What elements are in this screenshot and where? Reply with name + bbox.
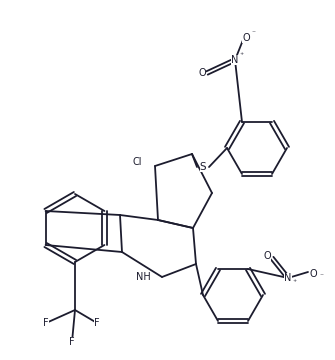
Text: F: F [69,337,75,347]
Text: O: O [309,269,317,279]
Text: O: O [263,251,271,261]
Text: F: F [43,318,49,328]
Text: ⁻: ⁻ [251,28,255,37]
Text: N: N [284,273,292,283]
Text: O: O [242,33,250,43]
Text: S: S [200,162,206,172]
Text: ⁻: ⁻ [319,271,323,280]
Text: Cl: Cl [132,157,142,167]
Text: F: F [94,318,100,328]
Text: ⁺: ⁺ [240,50,244,59]
Text: ⁺: ⁺ [293,279,297,288]
Text: O: O [198,68,206,78]
Text: NH: NH [136,272,150,282]
Text: N: N [231,55,239,65]
